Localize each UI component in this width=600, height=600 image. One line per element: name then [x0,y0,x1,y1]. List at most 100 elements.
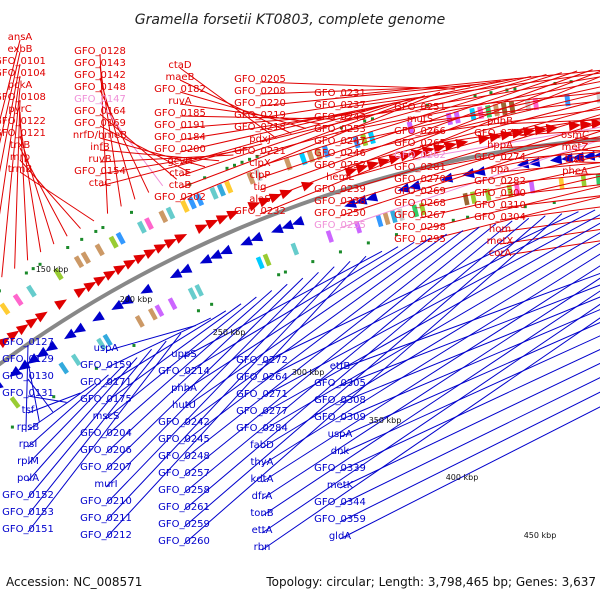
leader-line [259,80,501,119]
feature-block [165,206,176,220]
gene-label: metZ [562,142,589,153]
gene-label: GFO_0231 [314,88,366,99]
reverse-gene-arrow [271,223,284,233]
gene-label: GFO_0309 [314,412,366,423]
gene-label: dnk [331,446,350,457]
gene-label: pdhB [487,116,513,127]
rna-marker [94,366,98,370]
reverse-gene-arrow [169,268,183,279]
forward-gene-arrow [399,152,413,162]
gene-label: hemL [326,172,354,183]
leader-line [99,125,191,174]
reverse-gene-arrow [250,231,264,242]
feature-block [102,333,113,347]
rna-marker [0,289,1,293]
gene-label: GFO_0182 [154,84,206,95]
gene-label: GFO_0243 [314,112,366,123]
leader-line [261,211,579,364]
gene-label: GFO_0164 [74,106,126,117]
label-leader-lines [0,39,600,551]
leader-line [339,69,600,97]
leader-line [339,122,600,205]
feature-block [58,361,69,375]
gene-label: GFO_0214 [158,366,210,377]
forward-gene-arrow [421,146,435,157]
gene-label: trmB [8,164,33,175]
gene-label: rpsB [17,422,40,433]
rna-marker [466,215,470,219]
rna-marker [94,229,98,233]
gene-label: GFO_0247 [314,136,366,147]
leader-line [419,165,600,207]
feature-block [382,212,391,226]
feature-block [389,210,398,224]
forward-gene-arrow [123,259,137,270]
leader-line [339,81,600,133]
leader-line [339,130,600,217]
leader-line [0,75,21,215]
leader-line [261,214,600,398]
reverse-gene-arrow [140,283,154,294]
forward-gene-arrow [153,243,167,254]
scale-tick-label: 150 kbp [36,265,69,274]
gene-label: GFO_0339 [314,463,366,474]
reverse-gene-arrow [365,191,379,202]
gene-label: GFO_0246 [314,148,366,159]
leader-line [339,86,600,145]
leader-line [499,140,600,149]
feature-block [411,204,420,218]
leader-line [339,322,600,438]
forward-gene-arrow [366,161,380,171]
gene-label: GFO_0259 [158,519,210,530]
rna-marker [552,200,556,204]
rna-marker [101,226,105,230]
gene-label: GFO_0153 [2,507,54,518]
scale-tick-label: 250 kbp [213,328,246,337]
leader-line [499,184,600,197]
rna-marker [24,271,28,275]
gene-label: GFO_0252 [314,160,366,171]
leader-line [259,76,600,215]
feature-block [96,337,107,351]
gene-label: GFO_0184 [154,132,206,143]
gene-label: GFO_0127 [2,337,54,348]
leader-line [339,362,600,489]
feature-block [80,251,91,265]
gene-label: rpsI [19,439,38,450]
gene-label: GFO_0148 [74,82,126,93]
leader-line [105,266,335,505]
gene-label: murI [94,479,117,490]
gene-label: GFO_0175 [80,394,132,405]
gene-label: GFO_0298 [394,222,446,233]
reverse-gene-arrow [111,299,124,311]
gene-label: GFO_0268 [394,198,446,209]
leader-line [259,70,600,203]
gene-label: phhA [171,383,197,394]
leader-line [105,255,367,539]
forward-gene-arrow [0,343,1,345]
gene-label: corA [489,248,512,259]
reverse-gene-arrow [291,215,305,226]
reverse-gene-arrow [281,219,295,230]
scale-tick-label: 450 kbp [524,531,557,540]
rna-marker [394,233,398,237]
leader-line [183,223,497,477]
gene-label: ruvB [88,154,111,165]
gene-label: tonB [250,508,273,519]
leader-line [179,102,395,165]
gene-label: alaS [249,194,270,205]
gene-label: GFO_0250 [314,208,366,219]
forward-gene-arrow [300,181,315,192]
reverse-gene-arrow [179,263,193,274]
rna-marker [196,309,200,313]
leader-line [14,99,21,269]
gene-label: GFO_0257 [158,468,210,479]
leader-line [339,284,600,387]
rna-marker [66,246,70,250]
forward-gene-arrow [93,276,107,287]
feature-block [528,181,536,194]
feature-block [255,256,265,270]
gene-label: GFO_0245 [158,434,210,445]
feature-block [375,214,384,228]
